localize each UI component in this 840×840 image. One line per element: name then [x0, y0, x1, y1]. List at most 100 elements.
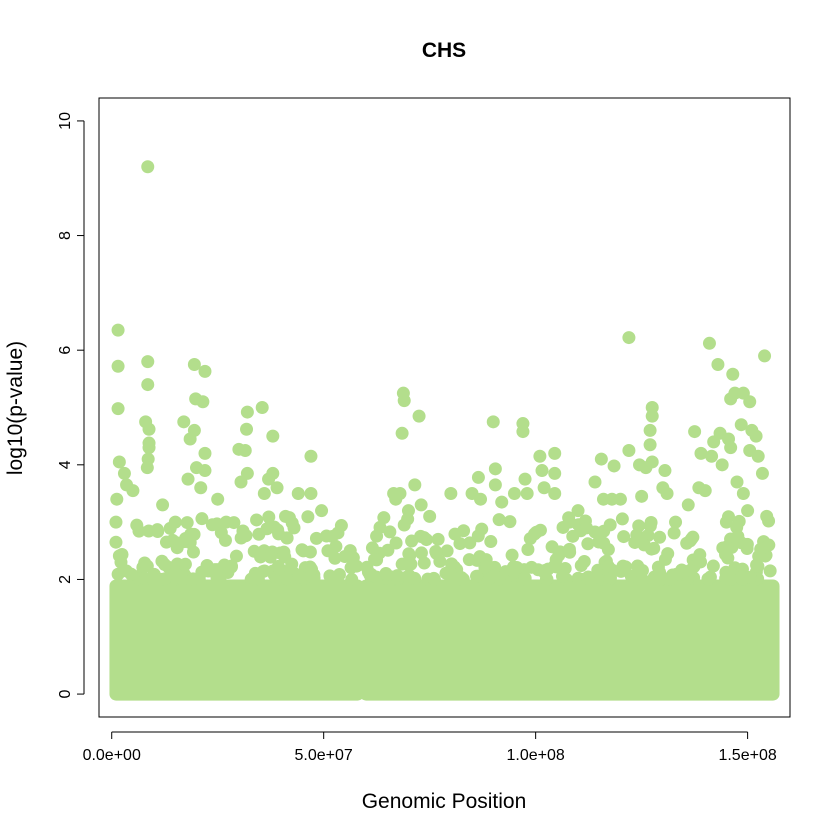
- data-point: [291, 486, 305, 500]
- fringe-point: [383, 525, 397, 539]
- data-point: [156, 498, 170, 512]
- fringe-point: [168, 566, 182, 580]
- data-point: [240, 422, 254, 436]
- fringe-point: [686, 530, 700, 544]
- fringe-point: [401, 557, 415, 571]
- fringe-point: [667, 526, 681, 540]
- data-point: [681, 498, 695, 512]
- data-point: [111, 323, 125, 337]
- data-point: [613, 492, 627, 506]
- x-axis-label: Genomic Position: [362, 790, 527, 813]
- data-point: [325, 529, 339, 543]
- data-point: [688, 425, 702, 439]
- fringe-point: [390, 569, 404, 583]
- fringe-point: [379, 566, 393, 580]
- data-point: [141, 160, 155, 174]
- data-point: [548, 446, 562, 460]
- data-point: [238, 443, 252, 457]
- fringe-point: [635, 572, 649, 586]
- fringe-point: [581, 571, 595, 585]
- data-point: [181, 472, 195, 486]
- data-point: [142, 441, 156, 455]
- fringe-point: [740, 537, 754, 551]
- data-point: [109, 535, 123, 549]
- data-point: [580, 521, 594, 535]
- fringe-point: [518, 571, 532, 585]
- data-point: [669, 515, 683, 529]
- data-point: [535, 464, 549, 478]
- data-point: [488, 478, 502, 492]
- data-point: [240, 405, 254, 419]
- fringe-point: [706, 559, 720, 573]
- data-point: [507, 486, 521, 500]
- fringe-point: [364, 567, 378, 581]
- data-point: [321, 544, 335, 558]
- data-point: [177, 415, 191, 429]
- data-point: [516, 425, 530, 439]
- x-tick-label: 1.5e+08: [718, 747, 776, 764]
- fringe-point: [345, 572, 359, 586]
- fringe-point: [296, 544, 310, 558]
- fringe-point: [617, 530, 631, 544]
- data-point: [495, 495, 509, 509]
- y-tick-label: 4: [57, 460, 74, 469]
- data-point: [755, 466, 769, 480]
- fringe-point: [637, 538, 651, 552]
- data-point: [262, 472, 276, 486]
- fringe-point: [538, 566, 552, 580]
- data-point: [401, 504, 415, 518]
- data-point: [234, 475, 248, 489]
- data-point: [168, 515, 182, 529]
- fringe-point: [180, 516, 194, 530]
- data-point: [571, 504, 585, 518]
- fringe-point: [615, 512, 629, 526]
- x-tick-label: 5.0e+07: [295, 747, 353, 764]
- fringe-point: [280, 531, 294, 545]
- data-point: [457, 524, 471, 538]
- data-point: [112, 455, 126, 469]
- data-point: [444, 486, 458, 500]
- fringe-point: [225, 559, 239, 573]
- data-point: [762, 538, 776, 552]
- data-point: [255, 401, 269, 414]
- plot-frame: [98, 97, 791, 718]
- data-point: [183, 432, 197, 446]
- data-point: [518, 472, 532, 486]
- data-point: [117, 466, 131, 480]
- data-point: [702, 336, 716, 350]
- fringe-point: [471, 529, 485, 543]
- fringe-point: [505, 563, 519, 577]
- y-axis-label: log10(p-value): [4, 341, 27, 475]
- y-tick-label: 6: [57, 346, 74, 355]
- fringe-point: [419, 533, 433, 547]
- fringe-point: [124, 567, 138, 581]
- x-tick-label: 0.0e+00: [83, 747, 141, 764]
- fringe-point: [150, 523, 164, 537]
- fringe-point: [563, 545, 577, 559]
- data-point: [537, 481, 551, 495]
- data-point: [219, 515, 233, 529]
- fringe-point: [205, 518, 219, 532]
- fringe-point: [195, 512, 209, 526]
- data-point: [414, 498, 428, 512]
- data-point: [111, 359, 125, 373]
- data-point: [270, 481, 284, 495]
- data-point: [397, 518, 411, 532]
- data-point: [423, 509, 437, 523]
- data-point: [211, 492, 225, 506]
- data-point: [486, 415, 500, 429]
- fringe-point: [743, 570, 757, 584]
- fringe-point: [294, 570, 308, 584]
- fringe-point: [229, 549, 243, 563]
- fringe-point: [521, 543, 535, 557]
- fringe-point: [492, 513, 506, 527]
- fringe-point: [603, 518, 617, 532]
- data-point: [397, 394, 411, 408]
- data-point: [751, 449, 765, 463]
- data-point: [471, 470, 485, 484]
- fringe-point: [445, 557, 459, 571]
- data-point: [660, 486, 674, 500]
- data-point: [266, 429, 280, 443]
- dense-point-bands: [109, 510, 780, 701]
- fringe-point: [334, 519, 348, 533]
